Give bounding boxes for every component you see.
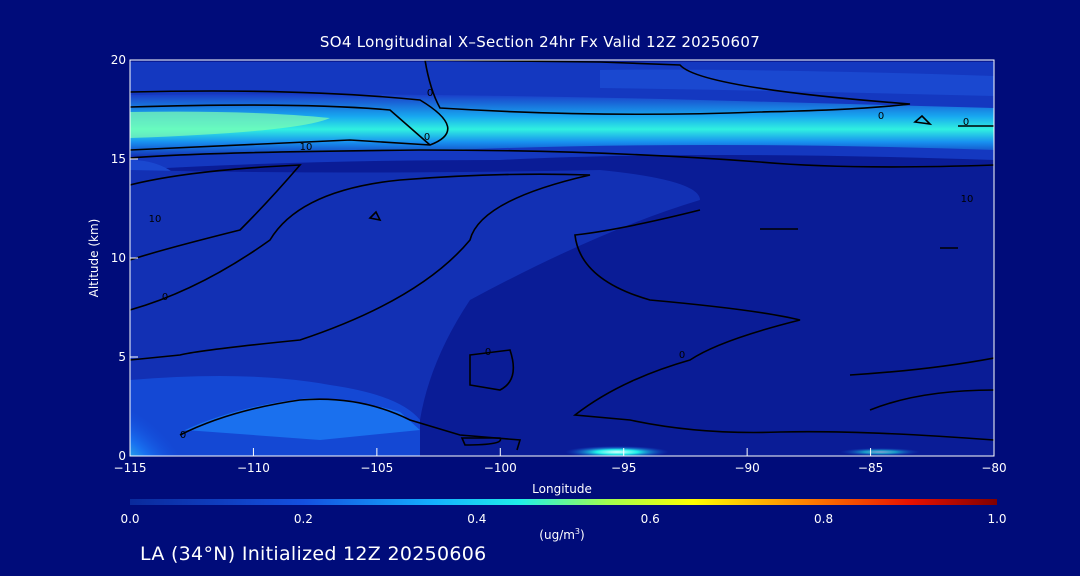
- contour-lines: [130, 60, 994, 451]
- init-footer: LA (34°N) Initialized 12Z 20250606: [140, 543, 487, 565]
- contour-label: 0: [878, 111, 884, 122]
- contour-label: 0: [180, 430, 186, 441]
- colorbar-unit-close: ): [580, 528, 585, 542]
- x-axis-label: Longitude: [532, 482, 592, 496]
- y-tick-label: 15: [111, 152, 126, 166]
- colorbar-tick-label: 0.4: [467, 512, 487, 526]
- x-tick-label: −80: [981, 461, 1006, 475]
- colorbar-unit-label: (ug/m3): [539, 527, 584, 542]
- y-tick-label: 20: [111, 53, 126, 67]
- colorbar-tick-label: 0.8: [814, 512, 834, 526]
- contour-label: 0: [424, 132, 430, 143]
- y-axis-label: Altitude (km): [87, 218, 101, 298]
- x-tick-label: −85: [858, 461, 883, 475]
- x-tick-label: −100: [484, 461, 517, 475]
- x-tick-label: −110: [237, 461, 270, 475]
- colorbar-tick-label: 0.0: [120, 512, 140, 526]
- y-axis: 0 5 10 15 20: [111, 53, 138, 463]
- colorbar-unit-text: (ug/m: [539, 528, 575, 542]
- x-tick-label: −115: [114, 461, 147, 475]
- contour-label: 10: [300, 142, 313, 153]
- contour-label: 10: [961, 194, 974, 205]
- contour-label: 0: [679, 350, 685, 361]
- colorbar: [130, 499, 997, 505]
- contour-label: 0: [162, 292, 168, 303]
- contour-label: 0: [427, 88, 433, 99]
- contour-labels: 0 0 0 10 10 10 0 0 0 0 0: [149, 88, 974, 441]
- contour-label: 0: [963, 117, 969, 128]
- colorbar-tick-label: 0.2: [293, 512, 313, 526]
- x-tick-label: −95: [611, 461, 636, 475]
- colorbar-tick-label: 0.6: [640, 512, 660, 526]
- chart-title: SO4 Longitudinal X–Section 24hr Fx Valid…: [319, 33, 761, 51]
- y-tick-label: 0: [118, 449, 126, 463]
- x-tick-label: −105: [360, 461, 393, 475]
- colorbar-unit-exponent: 3: [574, 527, 581, 536]
- y-tick-label: 5: [118, 350, 126, 364]
- contour-label: 10: [149, 214, 162, 225]
- concentration-field: [130, 60, 994, 456]
- y-tick-label: 10: [111, 251, 126, 265]
- x-axis: −115 −110 −105 −100 −95 −90 −85 −80: [114, 448, 1007, 475]
- colorbar-tick-label: 1.0: [987, 512, 1007, 526]
- x-tick-label: −90: [734, 461, 759, 475]
- contour-label: 0: [485, 347, 491, 358]
